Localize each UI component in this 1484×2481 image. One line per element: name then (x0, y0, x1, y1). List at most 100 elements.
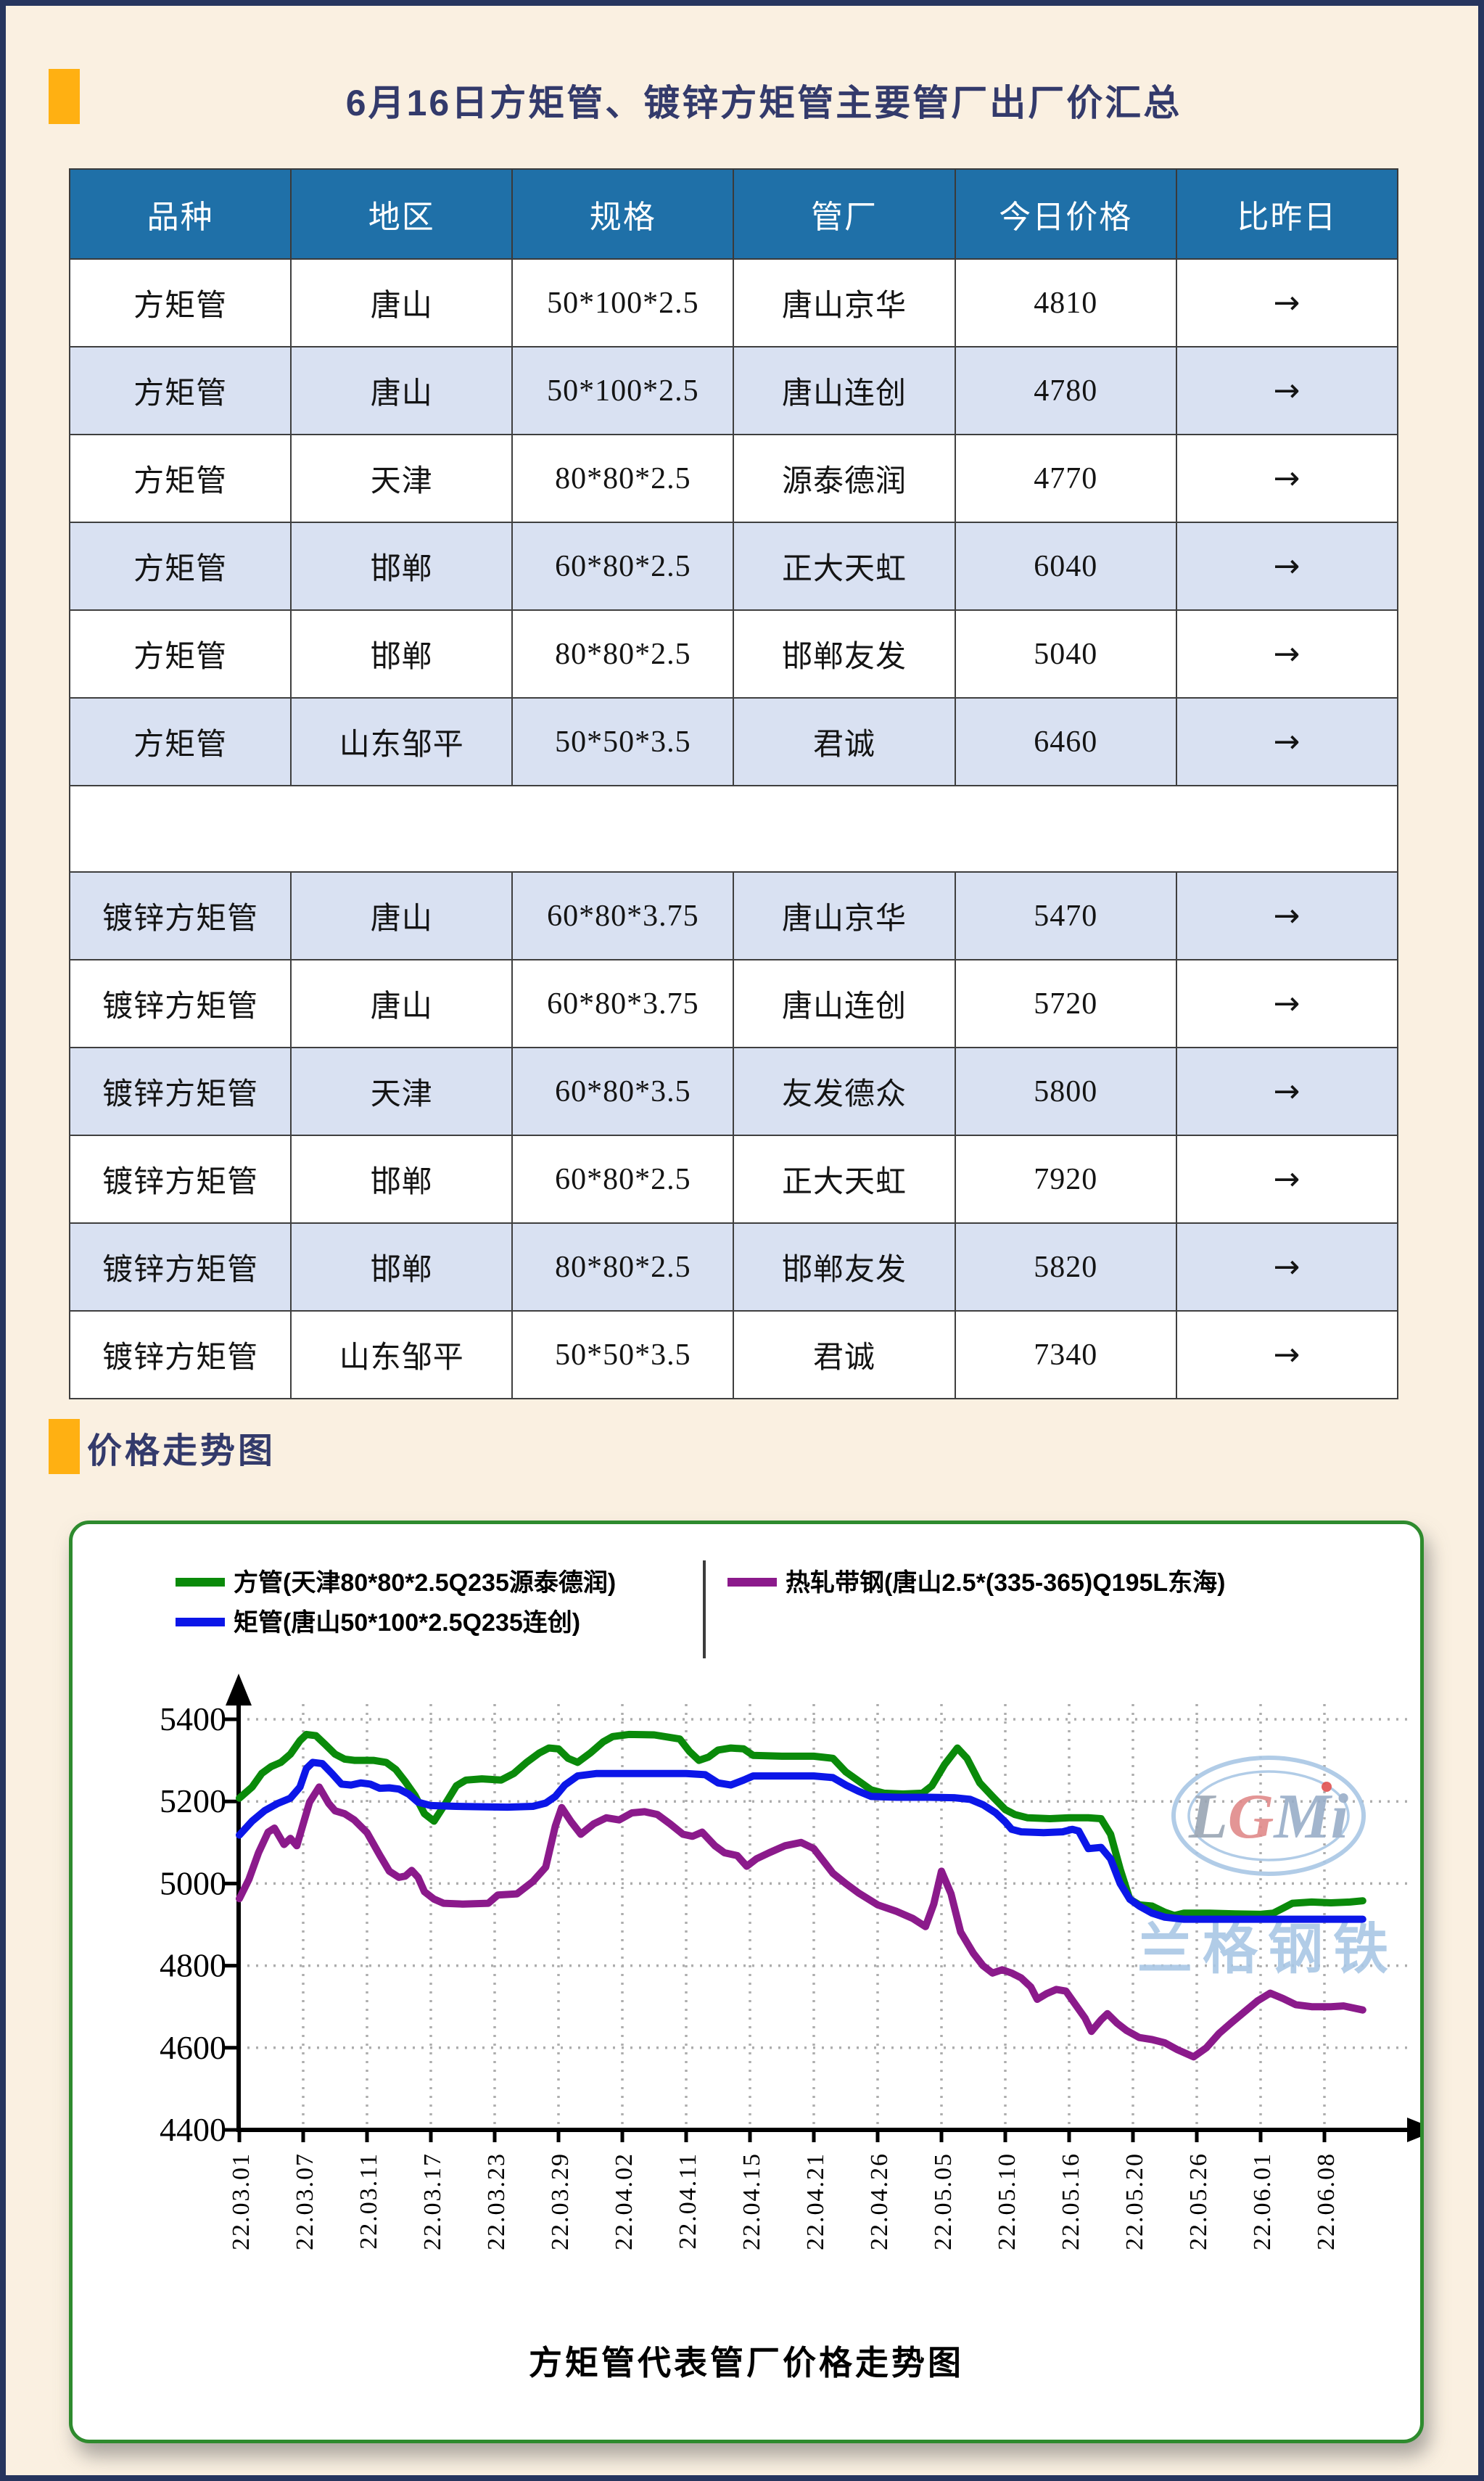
table-header-cell: 规格 (511, 168, 735, 260)
trend-arrow-cell: → (1175, 346, 1399, 435)
table-cell: 7920 (954, 1135, 1177, 1224)
table-cell: 50*50*3.5 (511, 1310, 735, 1399)
table-row: 方矩管 天津 80*80*2.5 源泰德润 4770 → (68, 434, 1399, 523)
trend-arrow-cell: → (1175, 1310, 1399, 1399)
price-trend-chart: LGMi 兰格钢铁 4400 4600 4800 5000 5200 5400 22.03.01… (160, 1560, 1420, 2382)
table-cell: 唐山京华 (733, 871, 956, 960)
trend-arrow-cell: → (1175, 609, 1399, 699)
title-accent-square (49, 69, 80, 124)
price-table-container: 品种 地区 规格 管厂 今日价格 比昨日 方矩管 唐山 50*100*2.5 唐山京华 4810 →… (68, 168, 1399, 1399)
x-tick-label: 22.05.26 (1185, 2152, 1212, 2250)
table-row: 方矩管 唐山 50*100*2.5 唐山京华 4810 → (68, 258, 1399, 347)
table-cell: 4770 (954, 434, 1177, 523)
legend-label-1: 矩管(唐山50*100*2.5Q235连创) (234, 1608, 580, 1637)
table-cell: 5040 (954, 609, 1177, 699)
x-tick-label: 22.04.15 (738, 2152, 765, 2250)
table-cell: 方矩管 (68, 434, 292, 523)
y-tick-label: 5200 (160, 1782, 226, 1819)
table-cell: 天津 (290, 1047, 514, 1136)
x-tick-label: 22.03.11 (355, 2152, 382, 2250)
table-cell: 邯郸友发 (733, 1222, 956, 1312)
table-row: 方矩管 唐山 50*100*2.5 唐山连创 4780 → (68, 346, 1399, 435)
table-cell: 君诚 (733, 697, 956, 786)
table-row: 镀锌方矩管 邯郸 60*80*2.5 正大天虹 7920 → (68, 1135, 1399, 1224)
table-row: 镀锌方矩管 天津 60*80*3.5 友发德众 5800 → (68, 1047, 1399, 1136)
table-cell: 方矩管 (68, 346, 292, 435)
table-row: 方矩管 山东邹平 50*50*3.5 君诚 6460 → (68, 697, 1399, 786)
x-tick-label: 22.06.08 (1313, 2152, 1340, 2250)
table-header-row: 品种 地区 规格 管厂 今日价格 比昨日 (68, 168, 1399, 260)
table-cell: 5470 (954, 871, 1177, 960)
watermark-brand-text: 兰格钢铁 (1137, 1920, 1398, 1980)
table-cell: 邯郸 (290, 609, 514, 699)
table-cell: 方矩管 (68, 609, 292, 699)
table-cell: 80*80*2.5 (511, 1222, 735, 1312)
x-tick-label: 22.05.20 (1121, 2152, 1148, 2250)
table-cell: 君诚 (733, 1310, 956, 1399)
y-tick-label: 5400 (160, 1700, 226, 1737)
table-cell: 4780 (954, 346, 1177, 435)
table-cell: 50*100*2.5 (511, 346, 735, 435)
x-tick-label: 22.06.01 (1249, 2152, 1276, 2250)
x-axis-arrow-icon (1407, 2118, 1420, 2142)
table-cell: 6040 (954, 522, 1177, 611)
series-line-2 (236, 1783, 1366, 2061)
chart-watermark: LGMi 兰格钢铁 (1137, 1756, 1398, 1980)
table-cell: 80*80*2.5 (511, 434, 735, 523)
series-line-1 (236, 1758, 1366, 1923)
y-tick-label: 4600 (160, 2029, 226, 2066)
table-cell: 唐山京华 (733, 258, 956, 347)
trend-arrow-cell: → (1175, 434, 1399, 523)
table-cell: 60*80*3.75 (511, 871, 735, 960)
chart-legend: 方管(天津80*80*2.5Q235源泰德润) 矩管(唐山50*100*2.5Q2… (176, 1560, 1226, 1658)
y-tick-label: 4800 (160, 1947, 226, 1984)
y-tick-label: 5000 (160, 1864, 226, 1901)
table-cell: 正大天虹 (733, 522, 956, 611)
y-axis-arrow-icon (226, 1674, 252, 1706)
table-cell: 7340 (954, 1310, 1177, 1399)
table-cell: 5800 (954, 1047, 1177, 1136)
table-cell: 山东邹平 (290, 697, 514, 786)
table-cell: 镀锌方矩管 (68, 1047, 292, 1136)
x-tick-label: 22.05.05 (930, 2152, 957, 2250)
x-tick-label: 22.05.16 (1058, 2152, 1084, 2250)
watermark-logo-text: LGMi (1188, 1782, 1349, 1852)
table-cell: 5820 (954, 1222, 1177, 1312)
table-cell: 唐山 (290, 871, 514, 960)
table-cell: 山东邹平 (290, 1310, 514, 1399)
table-cell: 正大天虹 (733, 1135, 956, 1224)
x-tick-label: 22.04.11 (675, 2152, 701, 2250)
trend-arrow-cell: → (1175, 697, 1399, 786)
table-row: 方矩管 邯郸 80*80*2.5 邯郸友发 5040 → (68, 609, 1399, 699)
section-title: 价格走势图 (87, 1432, 276, 1470)
table-cell: 唐山 (290, 959, 514, 1048)
x-tick-label: 22.04.26 (866, 2152, 893, 2250)
trend-arrow-cell: → (1175, 1047, 1399, 1136)
table-cell: 50*50*3.5 (511, 697, 735, 786)
table-cell: 60*80*3.75 (511, 959, 735, 1048)
trend-arrow-cell: → (1175, 522, 1399, 611)
x-tick-label: 22.03.01 (228, 2152, 255, 2250)
table-cell: 60*80*3.5 (511, 1047, 735, 1136)
trend-arrow-cell: → (1175, 258, 1399, 347)
separator-cell (69, 785, 1398, 873)
table-cell: 6460 (954, 697, 1177, 786)
chart-title: 方矩管代表管厂价格走势图 (529, 2344, 964, 2382)
legend-label-2: 热轧带钢(唐山2.5*(335-365)Q195L东海) (786, 1568, 1226, 1597)
price-trend-chart-card: LGMi 兰格钢铁 4400 4600 4800 5000 5200 5400 22.03.01… (69, 1521, 1424, 2443)
x-tick-label: 22.04.02 (611, 2152, 638, 2250)
x-tick-label: 22.05.10 (994, 2152, 1021, 2250)
x-tick-label: 22.03.07 (292, 2152, 318, 2250)
page-title: 6月16日方矩管、镀锌方矩管主要管厂出厂价汇总 (345, 83, 1182, 123)
table-cell: 天津 (290, 434, 514, 523)
table-cell: 唐山连创 (733, 959, 956, 1048)
table-cell: 邯郸友发 (733, 609, 956, 699)
table-cell: 友发德众 (733, 1047, 956, 1136)
chart-axes (225, 1674, 1420, 2142)
table-cell: 唐山连创 (733, 346, 956, 435)
table-row: 镀锌方矩管 唐山 60*80*3.75 唐山京华 5470 → (68, 871, 1399, 960)
table-cell: 镀锌方矩管 (68, 1135, 292, 1224)
table-cell: 5720 (954, 959, 1177, 1048)
section-accent-square (49, 1419, 80, 1474)
